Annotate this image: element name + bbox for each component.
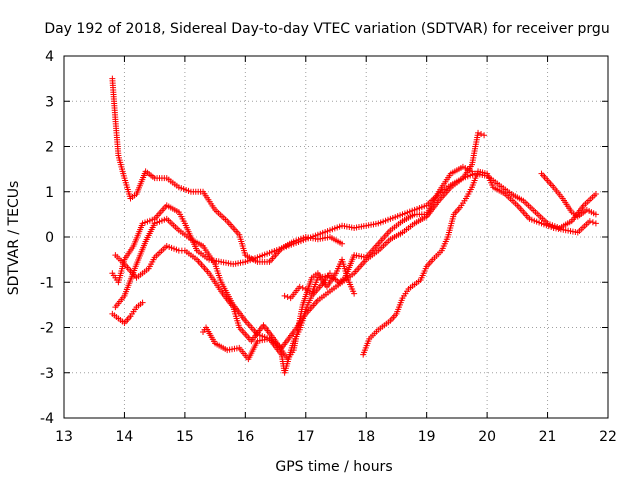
data-point (481, 132, 488, 139)
y-tick-label: 0 (45, 230, 54, 246)
y-tick-label: 1 (45, 185, 54, 201)
x-tick-label: 22 (599, 429, 617, 445)
data-point (592, 191, 599, 198)
x-tick-label: 17 (297, 429, 315, 445)
series-trace-i (109, 299, 146, 326)
x-tick-label: 21 (539, 429, 557, 445)
y-tick-label: 3 (45, 94, 54, 110)
chart-title: Day 192 of 2018, Sidereal Day-to-day VTE… (44, 21, 609, 37)
x-tick-label: 15 (176, 429, 194, 445)
y-axis-label: SDTVAR / TECUs (6, 181, 22, 296)
data-point (339, 240, 346, 247)
data-point (281, 292, 288, 299)
series-trace-g (360, 168, 599, 358)
data-point (592, 220, 599, 227)
series-trace-h (538, 170, 599, 220)
y-tick-label: -3 (40, 366, 54, 382)
series-trace-b (109, 202, 346, 286)
data-point (586, 218, 593, 225)
data-point (139, 299, 146, 306)
data-point (284, 293, 291, 300)
y-tick-label: -1 (40, 275, 54, 291)
data-point (299, 284, 306, 291)
x-tick-label: 13 (55, 429, 73, 445)
y-tick-label: 2 (45, 140, 54, 156)
y-tick-label: -4 (40, 411, 54, 427)
tick-labels: 13 14 15 16 17 18 19 20 21 22 -4 -3 -2 -1 0 1 2 3 4 (40, 49, 617, 445)
x-tick-label: 20 (478, 429, 496, 445)
data-point (351, 290, 358, 297)
data-point (296, 283, 303, 290)
data-point (469, 168, 475, 175)
data-point (475, 129, 482, 136)
y-tick-label: -2 (40, 321, 54, 337)
plot-frame (63, 55, 609, 419)
data-point (478, 131, 485, 138)
x-tick-label: 18 (357, 429, 375, 445)
data-point (592, 211, 599, 218)
x-tick-label: 19 (418, 429, 436, 445)
data-point (589, 219, 596, 226)
y-tick-label: 4 (45, 49, 54, 65)
x-tick-label: 16 (236, 429, 254, 445)
series-trace-f (281, 163, 475, 302)
x-tick-label: 14 (116, 429, 134, 445)
data-markers (109, 75, 599, 376)
x-axis-label: GPS time / hours (275, 459, 392, 475)
series-trace-d (112, 243, 358, 363)
series-trace-a (109, 75, 488, 265)
